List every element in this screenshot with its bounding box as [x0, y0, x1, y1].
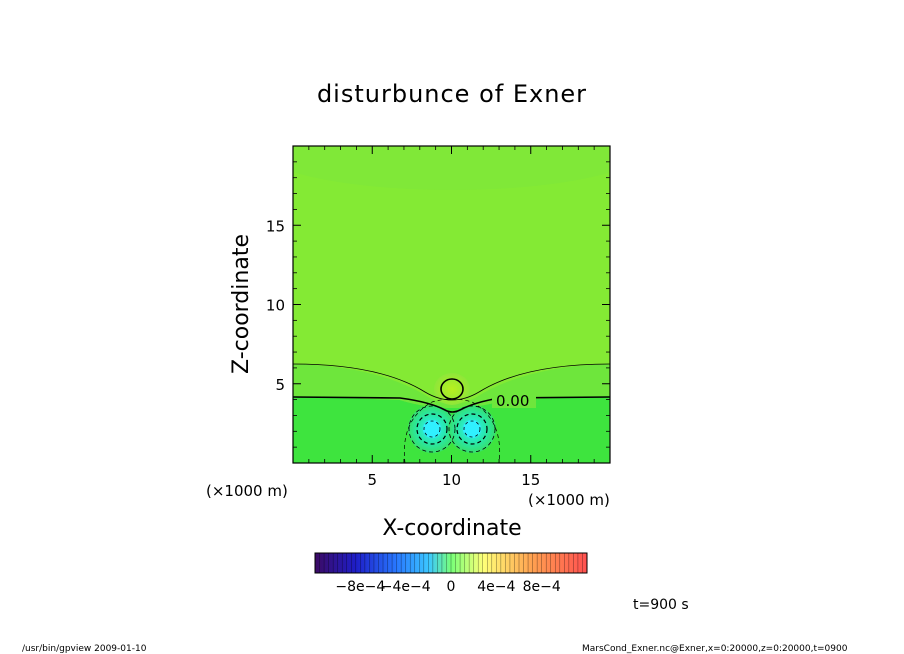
footer-left: /usr/bin/gpview 2009-01-10 [22, 644, 147, 654]
contour-label-bg [492, 391, 536, 408]
contour-vortex-left-mid [416, 413, 448, 445]
contour-vortex-envelope [403, 398, 501, 463]
colorbar-stripes [319, 553, 583, 573]
x-tick-label: 5 [367, 471, 377, 489]
contour-vortex-left-inner [423, 420, 441, 438]
footer-right: MarsCond_Exner.nc@Exner,x=0:20000,z=0:20… [582, 644, 848, 654]
x-axis-label: X-coordinate [382, 516, 521, 541]
colorbar-frame [314, 552, 588, 574]
contour-zero [293, 396, 610, 413]
colorbar-tick-label: 4e−4 [477, 579, 515, 595]
contour-vortex-right-outer [448, 405, 496, 453]
colorbar-tick-label: 8e−4 [523, 579, 561, 595]
x-unit-right: (×1000 m) [528, 491, 610, 509]
x-axis-ticks: 5 10 15 [367, 146, 540, 489]
vortex-core-right [463, 420, 481, 438]
y-axis-ticks: 5 10 15 [266, 217, 610, 394]
colorbar-tick-label: 0 [447, 579, 456, 595]
time-label: t=900 s [633, 597, 689, 613]
positive-bubble [434, 373, 470, 405]
contour-label: 0.00 [496, 392, 529, 410]
y-tick-label: 5 [275, 376, 285, 394]
colorbar-tick-label: −4e−4 [381, 579, 431, 595]
vortex-core-left [423, 420, 441, 438]
x-unit-left: (×1000 m) [206, 482, 288, 500]
colorbar-tick-label: −8e−4 [335, 579, 385, 595]
contour-vortex-left-outer [408, 405, 456, 453]
field-top-band [293, 146, 610, 190]
y-axis-label: Z-coordinate [229, 234, 254, 374]
minor-ticks [293, 146, 610, 463]
y-tick-label: 15 [266, 217, 285, 235]
x-tick-label: 15 [521, 471, 540, 489]
chart-title: disturbunce of Exner [317, 80, 587, 108]
plot-area [293, 146, 610, 463]
colorbar: −8e−4−4e−4 0 4e−4 8e−4 [314, 552, 588, 595]
x-tick-label: 10 [442, 471, 461, 489]
contour-vortex-right-inner [463, 420, 481, 438]
contour-positive-thin [293, 363, 610, 401]
y-tick-label: 10 [266, 297, 285, 315]
contour-vortex-right-mid [456, 413, 488, 445]
colorbar-labels: −8e−4−4e−4 0 4e−4 8e−4 [335, 579, 560, 595]
